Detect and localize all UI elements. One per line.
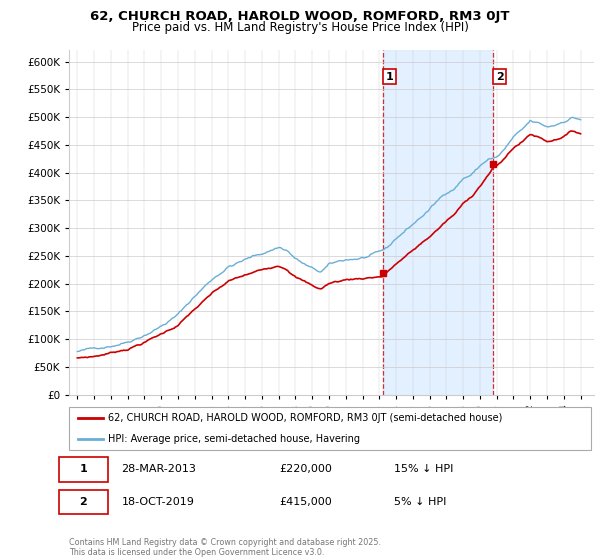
Text: 5% ↓ HPI: 5% ↓ HPI	[395, 497, 447, 507]
FancyBboxPatch shape	[69, 407, 592, 450]
Text: £220,000: £220,000	[279, 464, 332, 474]
FancyBboxPatch shape	[59, 457, 109, 482]
Text: 28-MAR-2013: 28-MAR-2013	[121, 464, 196, 474]
Text: 18-OCT-2019: 18-OCT-2019	[121, 497, 194, 507]
Text: 15% ↓ HPI: 15% ↓ HPI	[395, 464, 454, 474]
Text: 62, CHURCH ROAD, HAROLD WOOD, ROMFORD, RM3 0JT (semi-detached house): 62, CHURCH ROAD, HAROLD WOOD, ROMFORD, R…	[109, 413, 503, 423]
Text: 2: 2	[79, 497, 87, 507]
Bar	[383, 50, 493, 395]
Text: 1: 1	[386, 72, 394, 82]
Text: 62, CHURCH ROAD, HAROLD WOOD, ROMFORD, RM3 0JT: 62, CHURCH ROAD, HAROLD WOOD, ROMFORD, R…	[90, 10, 510, 23]
FancyBboxPatch shape	[59, 490, 109, 514]
Text: Price paid vs. HM Land Registry's House Price Index (HPI): Price paid vs. HM Land Registry's House …	[131, 21, 469, 34]
Text: 2: 2	[496, 72, 503, 82]
Text: Contains HM Land Registry data © Crown copyright and database right 2025.
This d: Contains HM Land Registry data © Crown c…	[69, 538, 381, 557]
Text: 1: 1	[79, 464, 87, 474]
Text: HPI: Average price, semi-detached house, Havering: HPI: Average price, semi-detached house,…	[109, 433, 361, 444]
Text: £415,000: £415,000	[279, 497, 332, 507]
